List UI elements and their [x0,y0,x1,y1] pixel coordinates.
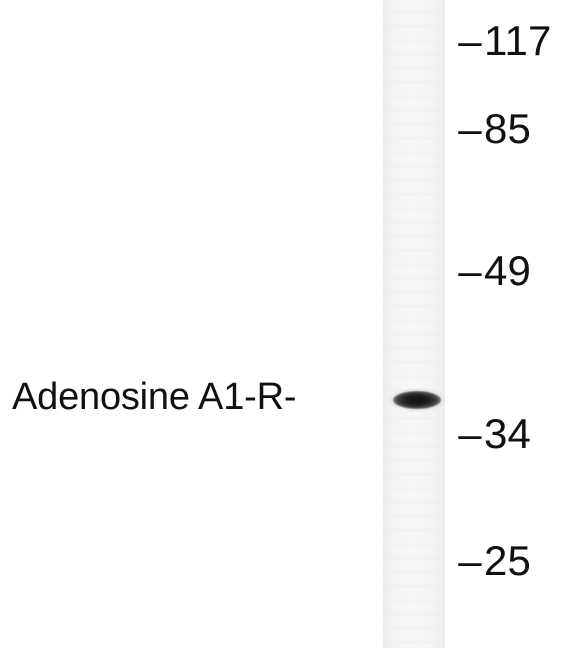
marker-dash: – [458,17,482,64]
lane-texture [383,0,445,648]
marker-dash: – [458,537,482,584]
marker-117: –117 [456,18,552,64]
marker-dash: – [458,247,482,294]
marker-85: –85 [456,106,531,152]
marker-25: –25 [456,538,531,584]
marker-value: 85 [484,105,532,152]
marker-dash: – [458,410,482,457]
marker-value: 34 [484,410,532,457]
protein-band [393,391,441,409]
marker-value: 25 [484,537,532,584]
marker-value: 117 [484,17,552,64]
band-label: Adenosine A1-R- [12,376,297,418]
marker-34: –34 [456,411,531,457]
marker-49: –49 [456,248,531,294]
marker-value: 49 [484,247,532,294]
blot-lane [383,0,445,648]
marker-dash: – [458,105,482,152]
